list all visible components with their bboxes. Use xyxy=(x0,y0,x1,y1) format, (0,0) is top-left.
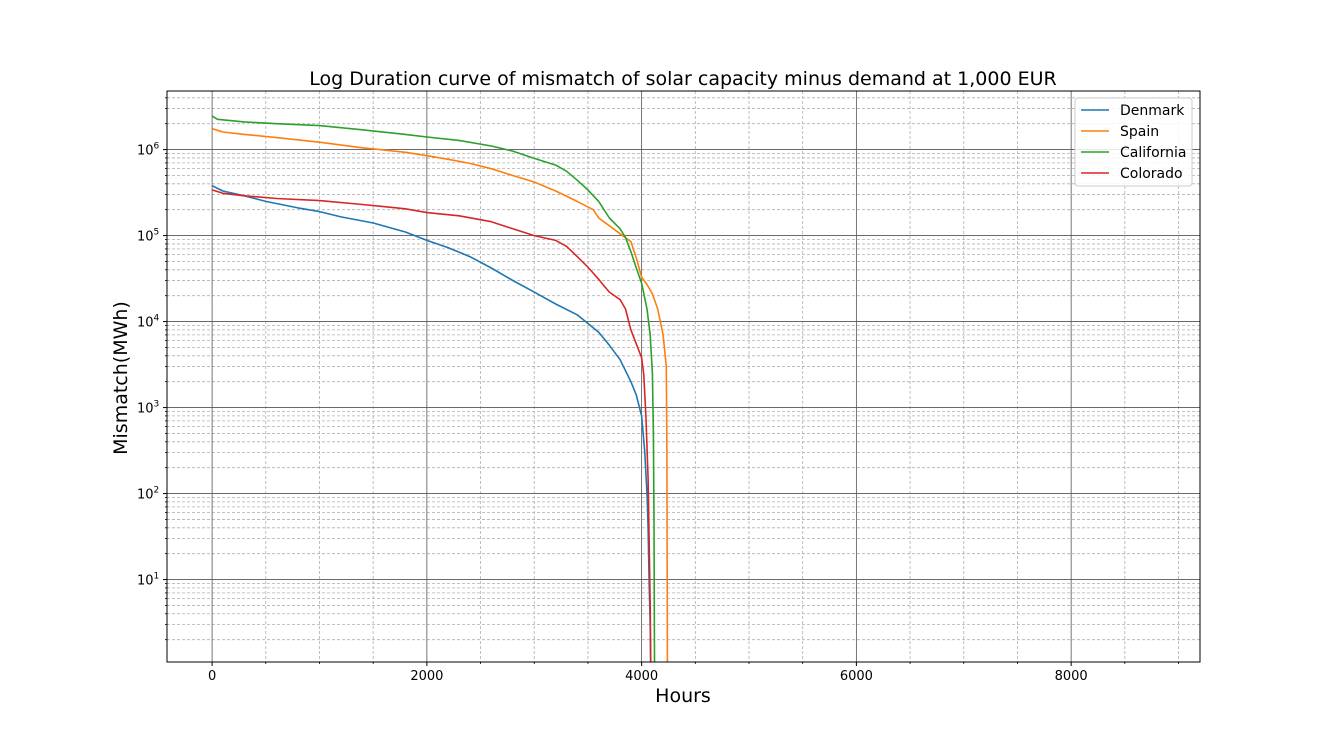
chart-title: Log Duration curve of mismatch of solar … xyxy=(309,68,1056,90)
series-line-colorado xyxy=(211,189,652,663)
x-tick-label: 2000 xyxy=(410,669,443,684)
y-tick-label: 101 xyxy=(137,572,159,589)
x-tick-label: 6000 xyxy=(840,669,873,684)
series-line-california xyxy=(211,115,656,663)
y-tick-label: 104 xyxy=(137,314,160,331)
y-tick-label: 102 xyxy=(137,486,159,503)
x-tick-label: 4000 xyxy=(625,669,658,684)
series-line-spain xyxy=(211,127,669,663)
legend-label-denmark: Denmark xyxy=(1120,103,1185,119)
series-layer xyxy=(211,115,669,663)
legend-box xyxy=(1074,97,1193,187)
y-axis-label: Mismatch(MWh) xyxy=(110,301,132,455)
legend: Denmark Spain California Colorado xyxy=(1074,97,1193,187)
series-line-denmark xyxy=(211,184,652,663)
legend-label-california: California xyxy=(1120,145,1186,161)
ticks-layer: 0 2000 4000 6000 8000 101 102 103 104 105 106 xyxy=(137,97,1179,684)
minor-grid xyxy=(167,91,1200,662)
x-tick-label: 8000 xyxy=(1055,669,1088,684)
x-axis-label: Hours xyxy=(655,685,711,707)
y-tick-label: 103 xyxy=(137,400,159,417)
legend-label-spain: Spain xyxy=(1120,124,1159,140)
plot-frame xyxy=(166,90,1201,663)
y-tick-label: 105 xyxy=(137,228,159,245)
legend-label-colorado: Colorado xyxy=(1120,166,1183,182)
y-tick-label: 106 xyxy=(137,142,160,159)
x-tick-label: 0 xyxy=(208,669,216,684)
